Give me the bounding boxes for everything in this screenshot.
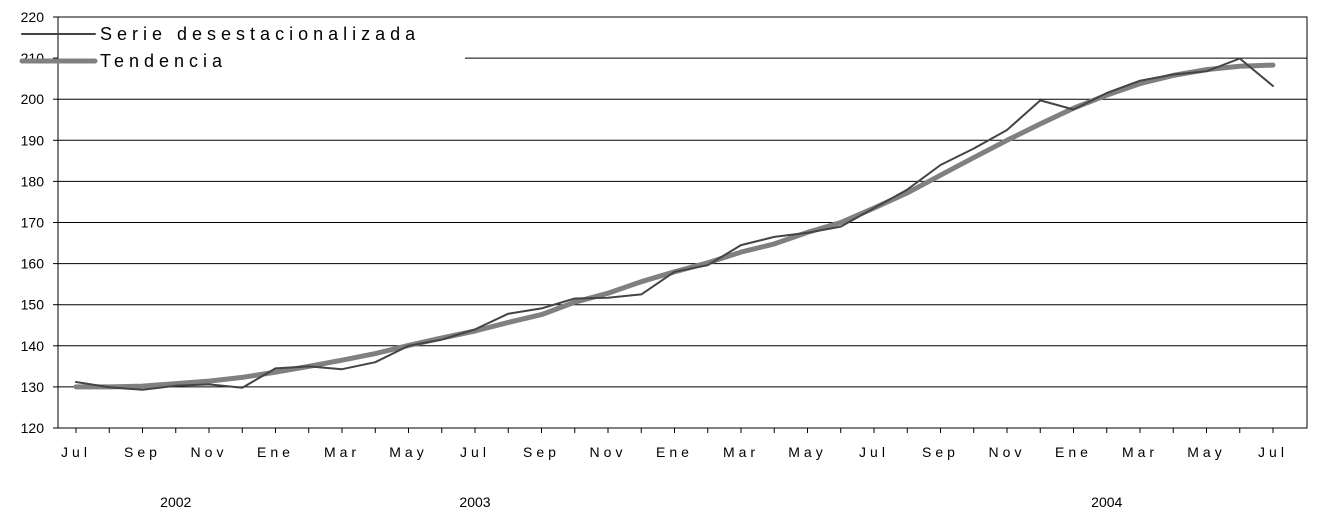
year-labels: 2002200320042005 (160, 494, 1122, 510)
y-tick-label: 140 (21, 338, 45, 354)
series-lines (73, 57, 1276, 391)
y-tick-label: 120 (21, 420, 45, 436)
x-tick-label: Sep (922, 444, 959, 460)
x-tick-label: May (1187, 444, 1225, 460)
year-label: 2003 (459, 494, 490, 510)
gridlines (57, 16, 1308, 429)
x-tick-label: Mar (723, 444, 759, 460)
y-tick-label: 170 (21, 215, 45, 231)
series-line-tendencia (73, 62, 1276, 390)
year-label: 2002 (160, 494, 191, 510)
series-line-serie-desestacionalizada (75, 57, 1274, 391)
y-tick-label: 190 (21, 132, 45, 148)
year-label: 2004 (1091, 494, 1122, 510)
y-tick-label: 220 (21, 9, 45, 25)
legend-label: Tendencia (100, 51, 227, 71)
x-tick-label: Mar (1122, 444, 1158, 460)
x-tick-label: May (389, 444, 427, 460)
legend: Serie desestacionalizada Tendencia (19, 24, 420, 71)
legend-label: Serie desestacionalizada (100, 24, 420, 44)
x-tick-label: Sep (523, 444, 560, 460)
x-tick-label: Nov (191, 444, 228, 460)
y-tick-label: 180 (21, 173, 45, 189)
y-tick-label: 200 (21, 91, 45, 107)
y-tick-label: 210 (21, 50, 45, 66)
x-tick-label: Jul (859, 444, 889, 460)
y-tick-label: 150 (21, 297, 45, 313)
x-tick-label: Jul (460, 444, 490, 460)
x-tick-label: Jul (61, 444, 91, 460)
x-tick-label: Mar (324, 444, 360, 460)
x-tick-label: Ene (656, 444, 693, 460)
x-tick-label: Ene (1055, 444, 1092, 460)
x-tick-label: Sep (124, 444, 161, 460)
y-tick-label: 130 (21, 379, 45, 395)
x-tick-label: Ene (257, 444, 294, 460)
y-axis-ticks: 120 130 140 150 160 170 180 190 200 210 220 (21, 9, 58, 436)
x-tick-label: Jul (1258, 444, 1288, 460)
x-tick-label: Nov (989, 444, 1026, 460)
x-tick-label: Nov (590, 444, 627, 460)
x-tick-label: May (788, 444, 826, 460)
y-tick-label: 160 (21, 256, 45, 272)
x-axis-ticks: Jul Sep Nov Ene Mar May Jul Sep Nov Ene Mar May Jul S… (61, 428, 1288, 460)
